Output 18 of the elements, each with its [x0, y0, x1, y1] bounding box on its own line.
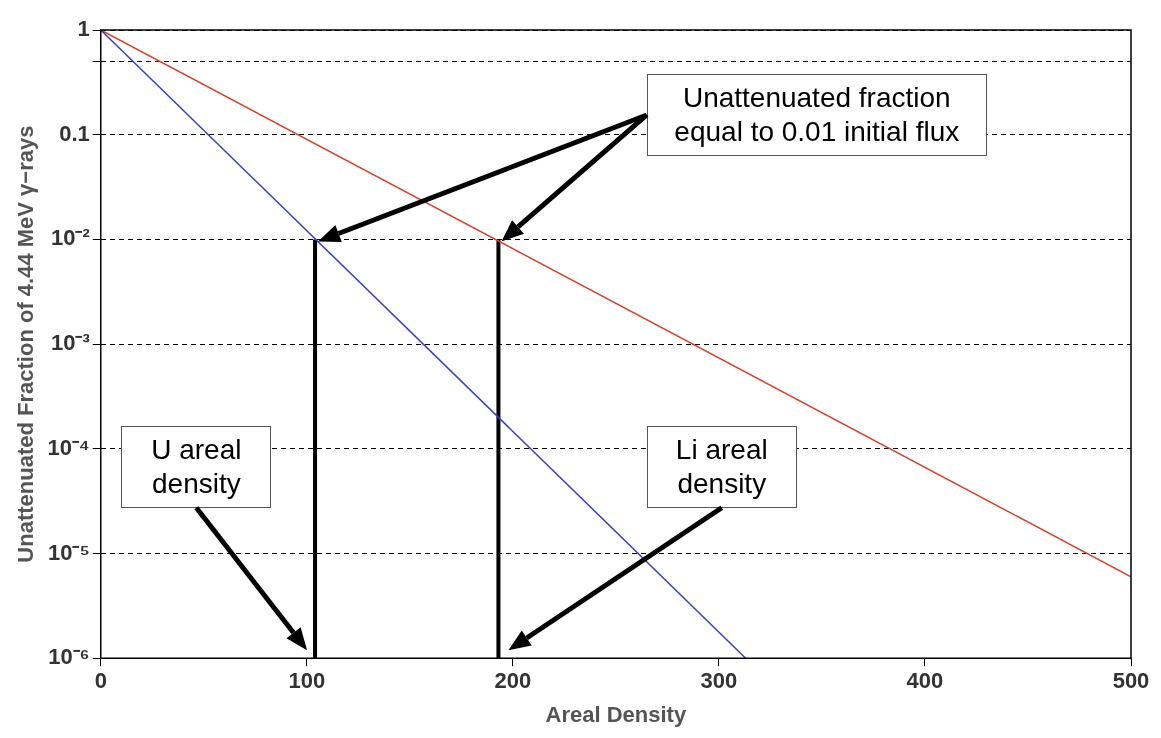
- y-tick-label: 10⁻³: [50, 330, 90, 356]
- x-axis-title: Areal Density: [545, 701, 687, 727]
- y-tick-label: 0.1: [59, 120, 90, 146]
- annotation: Li areal density: [646, 425, 797, 508]
- y-tick-label: 10⁻²: [50, 225, 90, 251]
- annotation: Unattenuated fraction equal to 0.01 initial flux: [646, 73, 987, 156]
- x-tick-label: 200: [494, 668, 532, 694]
- y-tick-label: 1: [77, 16, 90, 42]
- x-tick-label: 300: [700, 668, 738, 694]
- x-tick-label: 400: [906, 668, 944, 694]
- y-axis-title: Unattenuated Fraction of 4.44 MeV γ−rays: [13, 125, 39, 563]
- x-tick-label: 0: [94, 668, 107, 694]
- annotation: U areal density: [121, 425, 272, 508]
- x-tick-label: 100: [288, 668, 326, 694]
- y-tick-label: 10⁻⁵: [47, 539, 90, 565]
- y-tick-label: 10⁻⁴: [47, 434, 90, 460]
- y-tick-label: 10⁻⁶: [48, 644, 90, 670]
- x-tick-label: 500: [1112, 668, 1150, 694]
